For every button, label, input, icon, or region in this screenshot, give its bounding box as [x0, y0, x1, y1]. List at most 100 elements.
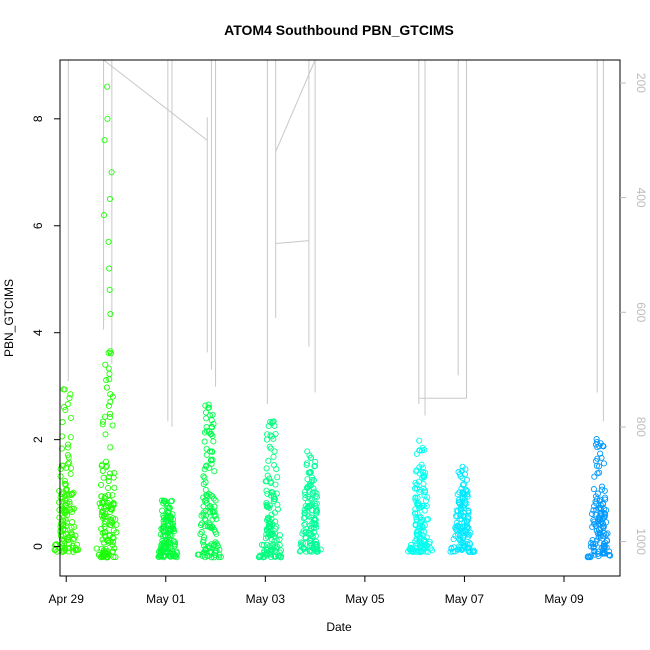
data-point [101, 505, 108, 512]
data-point [109, 422, 116, 429]
data-point [99, 418, 107, 425]
data-point [64, 441, 72, 448]
data-point [305, 530, 313, 537]
data-point [105, 473, 113, 480]
data-point [416, 548, 423, 555]
data-point [302, 528, 309, 535]
data-point [593, 537, 600, 544]
y-tick-label: 0 [31, 543, 45, 550]
data-point [459, 523, 466, 530]
data-point [600, 524, 607, 532]
y-axis-label: PBN_GTCIMS [2, 279, 16, 357]
data-point [211, 508, 218, 515]
data-point [593, 435, 600, 443]
data-point [68, 491, 75, 499]
data-point [98, 512, 105, 519]
data-point [101, 413, 109, 420]
data-point [98, 545, 105, 552]
y-tick-label: 6 [31, 222, 45, 229]
data-point [267, 445, 274, 452]
data-point [96, 500, 103, 507]
data-point [421, 522, 428, 529]
data-point [422, 541, 429, 548]
data-point [111, 484, 118, 491]
data-point [102, 518, 109, 525]
data-point [56, 514, 63, 521]
data-point-outlier [106, 265, 113, 272]
data-point [93, 545, 100, 552]
data-point [460, 534, 467, 541]
overlay-connector [275, 240, 309, 244]
right-tick-label: 800 [634, 417, 648, 437]
data-point [297, 539, 305, 546]
data-point [208, 417, 215, 424]
data-point [106, 376, 113, 383]
data-point [160, 517, 167, 524]
data-point [309, 489, 316, 496]
data-point [62, 497, 69, 504]
data-point [209, 456, 216, 463]
data-point [171, 541, 179, 548]
data-point [200, 473, 207, 480]
data-point [201, 466, 208, 473]
data-point [205, 401, 212, 408]
data-point [101, 529, 108, 536]
data-point [267, 432, 274, 439]
data-point [210, 438, 217, 445]
data-point [270, 418, 277, 425]
data-point [273, 490, 280, 497]
data-point [274, 474, 281, 481]
data-point [169, 548, 176, 555]
data-point [67, 414, 74, 421]
data-point [65, 537, 72, 544]
data-point [452, 532, 459, 539]
data-point [464, 541, 471, 548]
data-point [102, 510, 109, 518]
data-point [201, 523, 208, 530]
data-point [159, 507, 166, 514]
data-point [209, 516, 216, 523]
data-point [311, 516, 318, 523]
data-point [213, 515, 220, 523]
data-point [203, 497, 210, 504]
data-point [594, 530, 601, 537]
data-point [461, 497, 468, 504]
data-point [307, 469, 314, 476]
data-point [102, 361, 109, 368]
data-point [208, 448, 215, 455]
data-point [270, 453, 277, 460]
data-point [313, 500, 320, 507]
data-point [64, 401, 71, 408]
data-point-outlier [100, 212, 108, 219]
x-tick-label: Apr 29 [49, 592, 85, 606]
data-point [302, 491, 309, 498]
data-point [107, 532, 114, 539]
data-point [264, 503, 272, 511]
overlay-lines [67, 59, 604, 427]
data-point-outlier [104, 115, 111, 122]
data-point [600, 543, 607, 550]
data-point [309, 507, 316, 514]
data-point [599, 520, 607, 527]
data-point [302, 495, 309, 502]
data-point [265, 522, 272, 530]
data-point [309, 476, 316, 483]
data-point [312, 462, 319, 469]
y-axis: 0 2 4 6 8 [31, 115, 60, 550]
right-tick-label: 1000 [634, 528, 648, 555]
data-point [59, 419, 66, 426]
data-point [101, 520, 108, 527]
y-tick-label: 4 [31, 329, 45, 336]
data-point [419, 544, 426, 551]
data-point [600, 460, 608, 467]
data-point [207, 524, 215, 532]
data-point [57, 494, 64, 501]
data-point [459, 463, 466, 470]
data-point [206, 502, 213, 510]
data-point [267, 418, 274, 425]
data-point [414, 500, 421, 507]
data-point [590, 486, 597, 493]
data-point [413, 514, 420, 521]
data-point [212, 497, 219, 504]
